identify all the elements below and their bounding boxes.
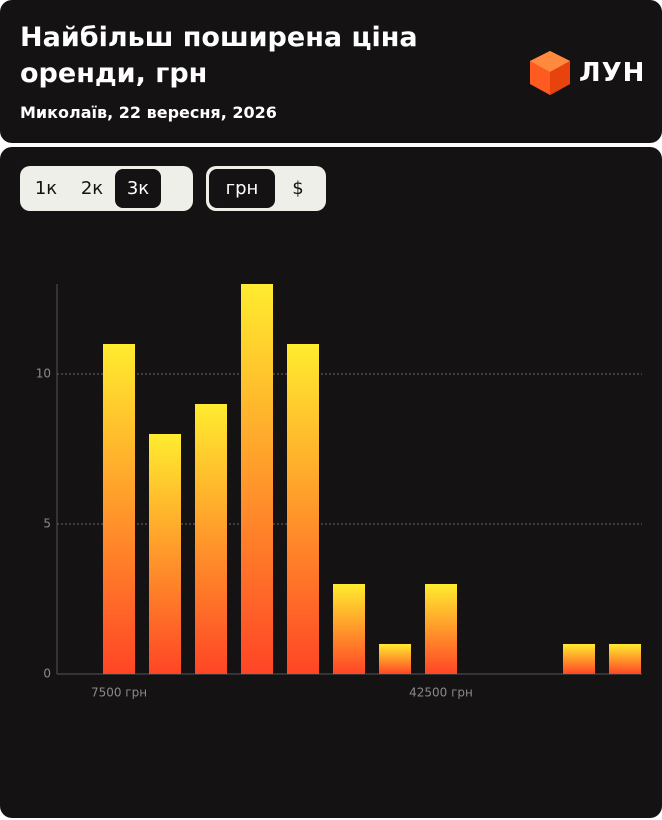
- chart-card: 0 5 10 7500 грн 42500 грн 1к 2к 3к грн $: [0, 147, 662, 818]
- chart: 0 5 10 7500 грн 42500 грн: [36, 284, 642, 700]
- rooms-toggle: 1к 2к 3к: [20, 166, 193, 211]
- logo: ЛУН: [579, 58, 646, 88]
- button[interactable]: 1к: [34, 178, 58, 199]
- bar: [149, 434, 181, 674]
- x-tick-label: 42500 грн: [409, 686, 473, 700]
- currency-toggle: грн $: [206, 166, 326, 211]
- logo-icon: [530, 51, 570, 95]
- bar: [563, 644, 595, 674]
- bar: [241, 284, 273, 674]
- bar: [609, 644, 641, 674]
- button[interactable]: $: [292, 178, 304, 199]
- x-tick-label: 7500 грн: [91, 686, 147, 700]
- bar: [425, 584, 457, 674]
- bar: [379, 644, 411, 674]
- button[interactable]: 3к: [115, 169, 161, 208]
- bar: [195, 404, 227, 674]
- title: Найбільш поширена ціна оренди, грн: [20, 22, 418, 89]
- y-tick-label: 5: [43, 517, 51, 531]
- button[interactable]: 2к: [80, 178, 104, 199]
- header-card: Найбільш поширена ціна оренди, грн Микол…: [0, 0, 662, 143]
- button[interactable]: грн: [209, 169, 275, 208]
- y-tick-label: 0: [43, 667, 51, 681]
- subtitle: Миколаїв, 22 вересня, 2026: [20, 103, 277, 122]
- bar: [103, 344, 135, 674]
- y-tick-label: 10: [36, 367, 51, 381]
- bar: [333, 584, 365, 674]
- bar: [287, 344, 319, 674]
